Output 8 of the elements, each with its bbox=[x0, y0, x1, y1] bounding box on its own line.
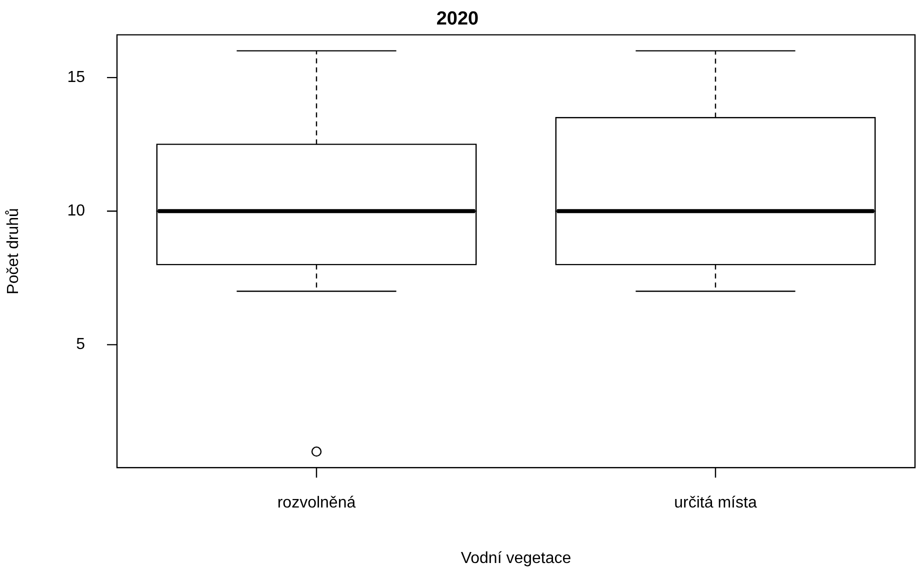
y-tick-label: 15 bbox=[67, 68, 86, 86]
y-tick-label: 5 bbox=[76, 336, 86, 354]
x-axis-title: Vodní vegetace bbox=[460, 550, 572, 567]
x-tick-label: rozvolněná bbox=[277, 494, 356, 512]
y-axis-title: Počet druhů bbox=[5, 208, 22, 294]
y-tick-label: 10 bbox=[67, 202, 86, 220]
chart-title: 2020 bbox=[436, 8, 479, 30]
x-tick-label: určitá místa bbox=[674, 494, 757, 512]
